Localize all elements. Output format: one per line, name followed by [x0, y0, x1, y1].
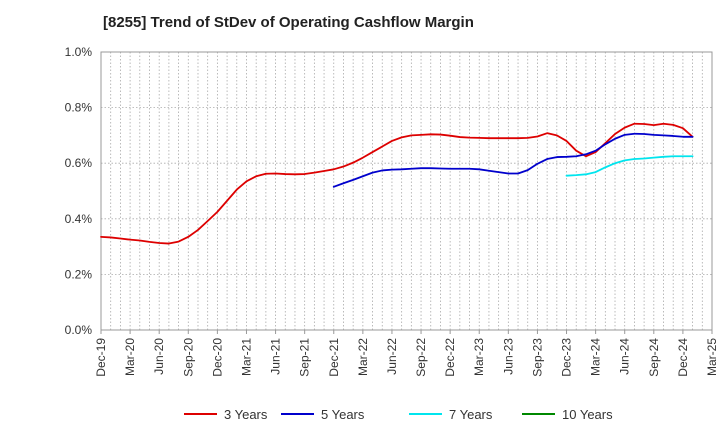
x-tick-label: Mar-24 — [589, 338, 603, 376]
plot-border — [100, 51, 713, 331]
x-tick-label: Mar-20 — [123, 338, 137, 376]
series-lines — [100, 122, 694, 245]
x-tick-label: Mar-22 — [356, 338, 370, 376]
x-tick-label: Jun-21 — [269, 338, 283, 375]
y-tick-label: 0.6% — [65, 156, 93, 170]
grid-lines — [100, 51, 713, 331]
x-tick-label: Mar-23 — [472, 338, 486, 376]
axes: 0.0% 0.2% 0.4% 0.6% 0.8% 1.0% Dec-19 Mar-20 Jun-… — [65, 45, 719, 377]
x-tick-label: Sep-20 — [181, 338, 195, 377]
legend-label-5-years: 5 Years — [321, 407, 365, 422]
x-tick-label: Sep-22 — [414, 338, 428, 377]
legend: 3 Years 5 Years 7 Years 10 Years — [184, 407, 613, 422]
x-tick-label: Jun-24 — [618, 338, 632, 375]
y-tick-label: 1.0% — [65, 45, 93, 59]
series-line-5-years — [332, 132, 694, 188]
x-tick-label: Mar-25 — [705, 338, 719, 376]
legend-label-3-years: 3 Years — [224, 407, 268, 422]
x-tick-label: Dec-20 — [210, 338, 224, 377]
x-tick-label: Dec-24 — [676, 338, 690, 377]
x-tick-label: Sep-24 — [647, 338, 661, 377]
y-tick-label: 0.4% — [65, 212, 93, 226]
y-tick-label: 0.2% — [65, 267, 93, 281]
x-tick-label: Dec-19 — [94, 338, 108, 377]
x-tick-label: Dec-21 — [327, 338, 341, 377]
x-tick-label: Jun-22 — [385, 338, 399, 375]
x-tick-label: Jun-23 — [501, 338, 515, 375]
chart-title: [8255] Trend of StDev of Operating Cashf… — [103, 14, 474, 31]
series-line-3-years — [100, 122, 694, 245]
legend-label-7-years: 7 Years — [449, 407, 493, 422]
x-tick-label: Jun-20 — [152, 338, 166, 375]
x-tick-label: Sep-21 — [298, 338, 312, 377]
x-tick-label: Mar-21 — [239, 338, 253, 376]
x-tick-label: Sep-23 — [530, 338, 544, 377]
y-tick-label: 0.8% — [65, 101, 93, 115]
legend-label-10-years: 10 Years — [562, 407, 613, 422]
x-tick-label: Dec-22 — [443, 338, 457, 377]
x-tick-label: Dec-23 — [560, 338, 574, 377]
series-line-7-years — [565, 155, 694, 177]
y-tick-label: 0.0% — [65, 323, 93, 337]
